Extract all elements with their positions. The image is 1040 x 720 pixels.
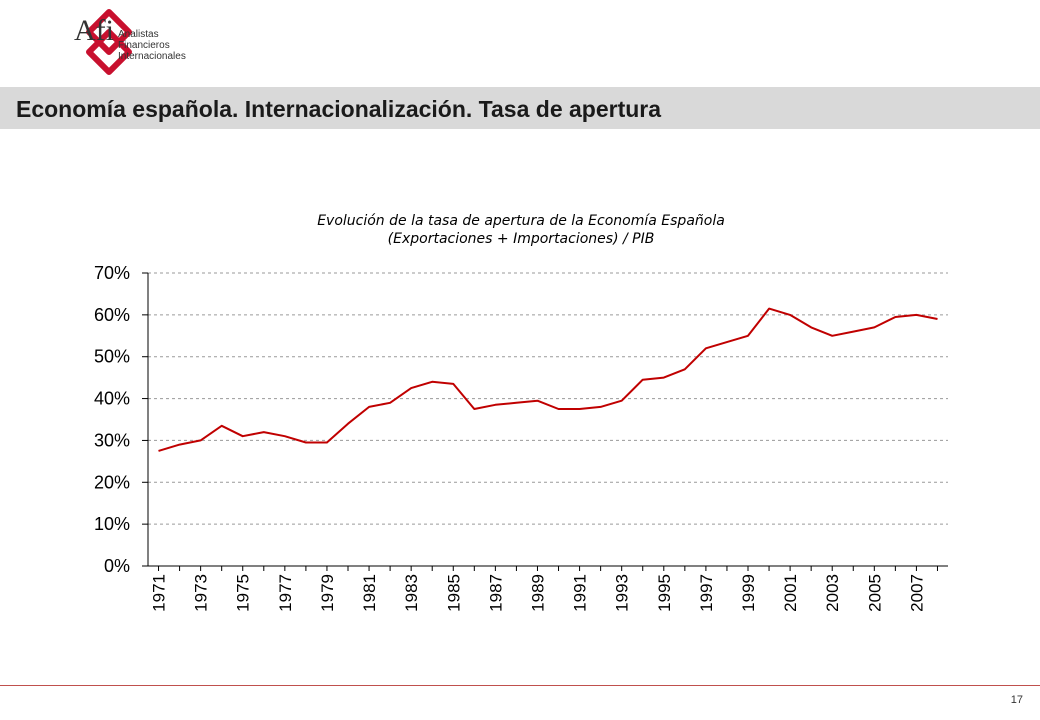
x-tick-label: 1979 bbox=[318, 574, 337, 612]
x-tick-label: 1971 bbox=[150, 574, 169, 612]
x-tick-label: 1999 bbox=[739, 574, 758, 612]
series-line bbox=[158, 307, 938, 452]
x-tick-label: 1973 bbox=[192, 574, 211, 612]
series bbox=[158, 307, 938, 452]
slide-title: Economía española. Internacionalización.… bbox=[16, 96, 662, 122]
brand-subtitle-line: Financieros bbox=[118, 40, 170, 51]
y-tick-label: 50% bbox=[94, 347, 130, 367]
y-tick-label: 20% bbox=[94, 472, 130, 492]
y-axis-ticks: 0% 10% 20% 30% 40% 50% 60% 70% bbox=[94, 263, 148, 576]
x-tick-label: 2007 bbox=[907, 574, 926, 612]
y-tick-label: 10% bbox=[94, 514, 130, 534]
brand-subtitle: Analistas Financieros Internacionales bbox=[118, 29, 186, 62]
x-axis-ticks: 1971 1973 1975 1977 1979 1981 1983 1985 1987 1989… bbox=[150, 566, 938, 612]
x-tick-label: 1987 bbox=[486, 574, 505, 612]
page-number: 17 bbox=[1010, 694, 1023, 706]
x-tick-label: 1995 bbox=[655, 574, 674, 612]
afi-logo-icon bbox=[86, 9, 132, 75]
chart-title: Evolución de la tasa de apertura de la E… bbox=[317, 213, 725, 229]
x-tick-label: 2001 bbox=[781, 574, 800, 612]
x-tick-label: 1977 bbox=[276, 574, 295, 612]
brand-name: Afi bbox=[74, 14, 114, 47]
y-tick-label: 30% bbox=[94, 430, 130, 450]
chart-subtitle: (Exportaciones + Importaciones) / PIB bbox=[388, 231, 655, 247]
x-tick-label: 2003 bbox=[823, 574, 842, 612]
x-tick-label: 1983 bbox=[402, 574, 421, 612]
x-tick-label: 1993 bbox=[613, 574, 632, 612]
footer-divider bbox=[0, 685, 1040, 686]
grid-lines bbox=[148, 272, 948, 525]
chart: Evolución de la tasa de apertura de la E… bbox=[94, 213, 948, 612]
axes bbox=[147, 273, 948, 567]
x-tick-label: 1985 bbox=[444, 574, 463, 612]
title-bar bbox=[0, 87, 1040, 129]
y-tick-label: 60% bbox=[94, 305, 130, 325]
x-tick-label: 1989 bbox=[528, 574, 547, 612]
x-tick-label: 1975 bbox=[234, 574, 253, 612]
x-tick-label: 1981 bbox=[360, 574, 379, 612]
x-tick-label: 1997 bbox=[697, 574, 716, 612]
y-tick-label: 40% bbox=[94, 389, 130, 409]
x-tick-label: 2005 bbox=[865, 574, 884, 612]
x-tick-label: 1991 bbox=[571, 574, 590, 612]
brand-subtitle-line: Internacionales bbox=[118, 51, 186, 62]
y-tick-label: 70% bbox=[94, 263, 130, 283]
y-tick-label: 0% bbox=[104, 556, 130, 576]
brand-subtitle-line: Analistas bbox=[118, 29, 159, 40]
